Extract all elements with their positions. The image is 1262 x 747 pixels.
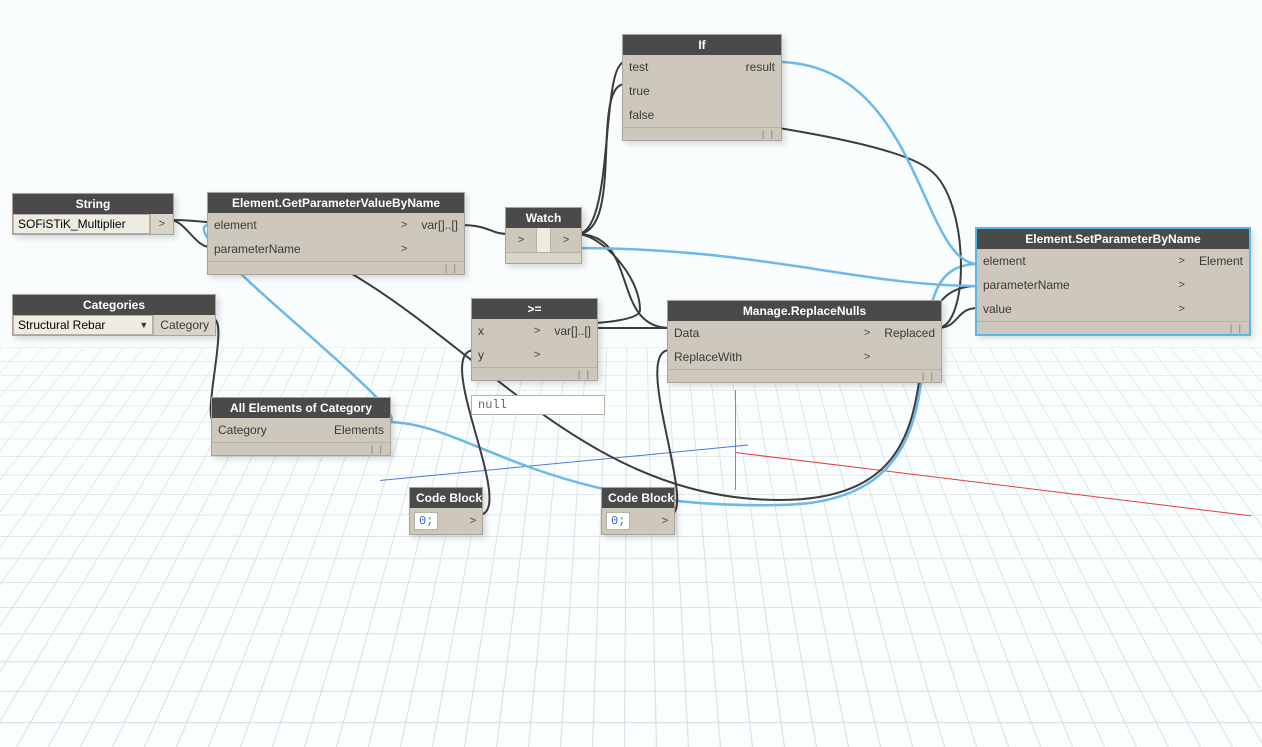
input-port-element[interactable]: element > [977,249,1193,273]
node-title: Code Block [602,488,674,508]
code-input[interactable]: 0; [606,512,630,530]
lacing-indicator: | | [977,321,1249,334]
port-label: Elements [334,423,384,437]
input-port-true[interactable]: true [623,79,740,103]
node-title: >= [472,299,597,319]
output-port-replaced[interactable]: Replaced [878,321,941,345]
string-value: SOFiSTiK_Multiplier [18,217,126,231]
chevron-right-icon: > [532,325,542,337]
watch-input-port[interactable]: > [506,228,536,252]
node-canvas[interactable]: String SOFiSTiK_Multiplier > Categories … [0,0,1262,567]
output-port-var[interactable]: var[]..[] [548,319,597,343]
input-port-false[interactable]: false [623,103,740,127]
lacing-indicator: | | [668,369,941,382]
port-label: var[]..[] [421,218,458,232]
node-title: Element.GetParameterValueByName [208,193,464,213]
port-label: Category [218,423,267,437]
input-port-value[interactable]: value > [977,297,1193,321]
chevron-right-icon: > [1177,279,1187,291]
null-value-text: null [478,398,507,412]
node-title: If [623,35,781,55]
chevron-right-icon: > [399,243,409,255]
input-port-element[interactable]: element > [208,213,415,237]
node-title: String [13,194,173,214]
input-port-parameter-name[interactable]: parameterName > [208,237,415,261]
node-code-block-1[interactable]: Code Block 0; > [409,487,483,535]
string-value-field[interactable]: SOFiSTiK_Multiplier [13,214,150,234]
port-label: parameterName [214,242,301,256]
output-port[interactable]: > [468,515,478,527]
node-categories[interactable]: Categories Structural Rebar ▼ Category [12,294,216,336]
watch-value-area [536,228,551,252]
port-label: value [983,302,1012,316]
chevron-right-icon: > [561,234,571,246]
input-port-parameter-name[interactable]: parameterName > [977,273,1193,297]
port-label: element [983,254,1026,268]
chevron-right-icon: > [516,234,526,246]
port-label: Data [674,326,699,340]
watch-output-port[interactable]: > [551,228,581,252]
node-all-elements-of-category[interactable]: All Elements of Category Category Elemen… [211,397,391,456]
categories-selected: Structural Rebar [18,318,105,332]
port-label: Replaced [884,326,935,340]
chevron-right-icon: > [157,218,167,230]
chevron-right-icon: > [862,351,872,363]
port-label: x [478,324,484,338]
string-output-port[interactable]: > [150,214,173,234]
node-title: Manage.ReplaceNulls [668,301,941,321]
port-label: Category [160,318,209,332]
node-manage-replace-nulls[interactable]: Manage.ReplaceNulls Data > ReplaceWith >… [667,300,942,383]
port-label: true [629,84,650,98]
node-string[interactable]: String SOFiSTiK_Multiplier > [12,193,174,235]
chevron-right-icon: > [1177,255,1187,267]
node-if[interactable]: If test true false result | | [622,34,782,141]
input-port-category[interactable]: Category [212,418,328,442]
categories-output-port[interactable]: Category [153,315,215,335]
input-port-y[interactable]: y > [472,343,548,367]
node-title: All Elements of Category [212,398,390,418]
node-watch[interactable]: Watch > > [505,207,582,264]
output-port-var[interactable]: var[]..[] [415,213,464,237]
input-port-test[interactable]: test [623,55,740,79]
input-port-replace-with[interactable]: ReplaceWith > [668,345,878,369]
port-label: test [629,60,648,74]
port-label: ReplaceWith [674,350,742,364]
output-port-result[interactable]: result [740,55,781,79]
port-label: result [746,60,775,74]
output-port-element[interactable]: Element [1193,249,1249,273]
lacing-indicator: | | [472,367,597,380]
port-label: var[]..[] [554,324,591,338]
lacing-indicator: | | [623,127,781,140]
node-get-parameter-value-by-name[interactable]: Element.GetParameterValueByName element … [207,192,465,275]
port-label: element [214,218,257,232]
lacing-indicator: | | [208,261,464,274]
output-port[interactable]: > [660,515,670,527]
node-null-value[interactable]: null [471,395,605,415]
node-title: Code Block [410,488,482,508]
node-code-block-2[interactable]: Code Block 0; > [601,487,675,535]
port-label: y [478,348,484,362]
code-input[interactable]: 0; [414,512,438,530]
port-label: false [629,108,654,122]
chevron-right-icon: > [532,349,542,361]
node-title: Watch [506,208,581,228]
chevron-down-icon: ▼ [139,320,148,330]
categories-dropdown[interactable]: Structural Rebar ▼ [13,315,153,335]
node-set-parameter-by-name[interactable]: Element.SetParameterByName element > par… [976,228,1250,335]
lacing-indicator: | | [212,442,390,455]
chevron-right-icon: > [1177,303,1187,315]
output-port-elements[interactable]: Elements [328,418,390,442]
chevron-right-icon: > [399,219,409,231]
node-title: Categories [13,295,215,315]
node-title: Element.SetParameterByName [977,229,1249,249]
chevron-right-icon: > [862,327,872,339]
watch-preview-slot [506,252,581,263]
input-port-x[interactable]: x > [472,319,548,343]
node-greater-or-equal[interactable]: >= x > y > var[]..[] | | [471,298,598,381]
port-label: parameterName [983,278,1070,292]
input-port-data[interactable]: Data > [668,321,878,345]
port-label: Element [1199,254,1243,268]
